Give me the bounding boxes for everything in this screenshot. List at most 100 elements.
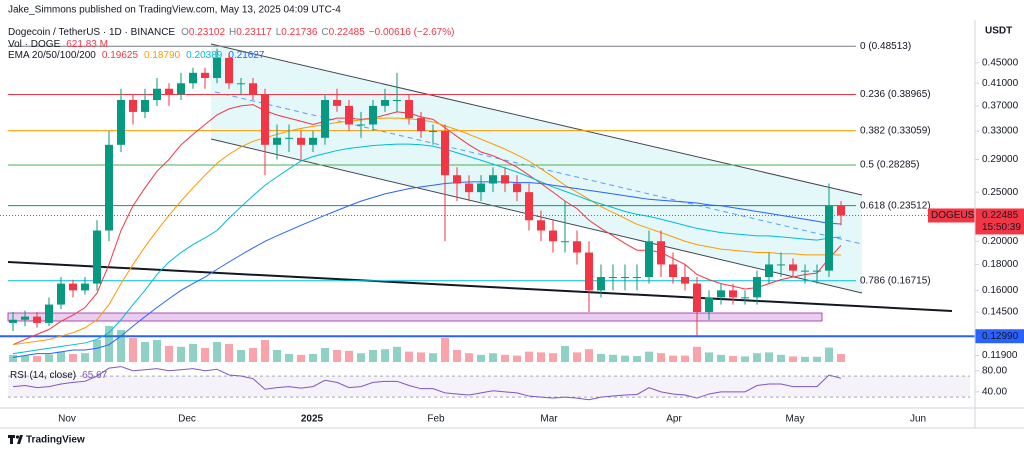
volume-bar	[489, 353, 497, 362]
candle-body	[837, 205, 845, 216]
ema-line	[12, 181, 842, 358]
volume-bar	[429, 353, 437, 362]
candle-body	[93, 230, 101, 284]
x-tick-label: May	[786, 414, 805, 425]
y-tick-label: 0.33000	[982, 126, 1019, 137]
y-tick-label: 0.29000	[982, 154, 1019, 165]
volume-bar	[537, 352, 545, 362]
volume-bar	[753, 353, 761, 362]
countdown-label: 15:50:39	[982, 222, 1021, 233]
y-tick-label: 0.45000	[982, 57, 1019, 68]
volume-bar	[33, 356, 41, 362]
candle-body	[129, 100, 137, 112]
candle-body	[489, 175, 497, 184]
brand: TradingView	[26, 435, 85, 446]
candle-body	[645, 241, 653, 278]
volume-bar	[393, 346, 401, 362]
candle-body	[405, 100, 413, 119]
volume-bar	[645, 351, 653, 362]
volume-bar	[345, 350, 353, 362]
candle-body	[321, 100, 329, 138]
rsi-line	[12, 366, 842, 401]
x-tick-label: Feb	[427, 414, 445, 425]
volume-bar	[765, 352, 773, 362]
volume-bar	[81, 353, 89, 362]
fib-label: 0.618 (0.23512)	[860, 200, 931, 211]
volume-bar	[693, 346, 701, 362]
level-label-box	[975, 329, 1024, 344]
ohlc-value: 0.23102	[189, 27, 226, 38]
x-tick-label: Nov	[58, 414, 76, 425]
volume-bar	[453, 350, 461, 362]
candle-body	[69, 283, 77, 291]
x-tick-label: Apr	[666, 414, 682, 425]
volume-bar	[213, 342, 221, 362]
candle-body	[693, 283, 701, 313]
volume-bar	[333, 350, 341, 362]
candle-body	[33, 316, 41, 323]
candle-body	[201, 72, 209, 78]
volume-label: Vol · DOGE	[8, 39, 61, 50]
candle-body	[657, 241, 665, 265]
candle-body	[165, 88, 173, 95]
candle-body	[513, 183, 521, 193]
volume-bar	[165, 346, 173, 362]
fib-label: 0.382 (0.33059)	[860, 125, 931, 136]
volume-bar	[777, 354, 785, 362]
volume-bar	[261, 340, 269, 362]
volume-bar	[117, 330, 125, 362]
footer-logo	[8, 435, 23, 444]
candle-body	[825, 205, 833, 271]
candle-body	[453, 175, 461, 184]
change: −0.00616 (−2.67%)	[369, 27, 455, 38]
ohlc-key: O	[181, 27, 189, 38]
volume-bar	[273, 350, 281, 362]
x-tick-label: 2025	[301, 414, 324, 425]
candle-body	[597, 277, 605, 291]
volume-bar	[105, 326, 113, 362]
volume-bar	[597, 354, 605, 362]
y-tick-label: 0.25000	[982, 187, 1019, 198]
volume-bar	[321, 348, 329, 362]
y-tick-label: 0.18000	[982, 259, 1019, 270]
volume-bar	[369, 350, 377, 362]
volume-bar	[549, 353, 557, 362]
candle-body	[705, 297, 713, 313]
volume-bar	[705, 352, 713, 362]
currency: USDT	[985, 26, 1012, 37]
rsi-tick-label: 80.00	[982, 365, 1007, 376]
volume-bar	[573, 352, 581, 362]
volume-bar	[381, 349, 389, 362]
candle-body	[381, 100, 389, 106]
ema-line	[12, 117, 842, 346]
ohlc-key: H	[229, 27, 236, 38]
candle-body	[777, 264, 785, 266]
candle-body	[573, 241, 581, 253]
volume-bar	[561, 346, 569, 362]
candle-body	[549, 230, 557, 242]
volume-bar	[825, 347, 833, 362]
candle-body	[189, 72, 197, 84]
volume-bar	[141, 342, 149, 362]
ema-value: 0.21627	[228, 50, 265, 61]
volume-bar	[285, 354, 293, 362]
candle-body	[369, 105, 377, 125]
rsi-tick-label: 40.00	[982, 386, 1007, 397]
ema-line: EMA 20/50/100/200 0.19625 0.18790 0.20389 0.…	[8, 50, 265, 61]
candle-body	[753, 277, 761, 298]
candle-body	[177, 83, 185, 95]
volume-bar	[513, 355, 521, 362]
rsi-label: RSI (14, close)	[10, 370, 76, 381]
candle-body	[609, 277, 617, 279]
volume-bar	[69, 354, 77, 362]
volume-bar	[357, 353, 365, 362]
candle-body	[621, 277, 629, 279]
candle-body	[477, 183, 485, 193]
candle-body	[561, 241, 569, 243]
ohlc-key: L	[276, 27, 282, 38]
price-box	[975, 208, 1024, 235]
ohlc-value: 0.23117	[236, 27, 272, 38]
y-tick-label: 0.14500	[982, 307, 1019, 318]
candle-body	[225, 57, 233, 84]
